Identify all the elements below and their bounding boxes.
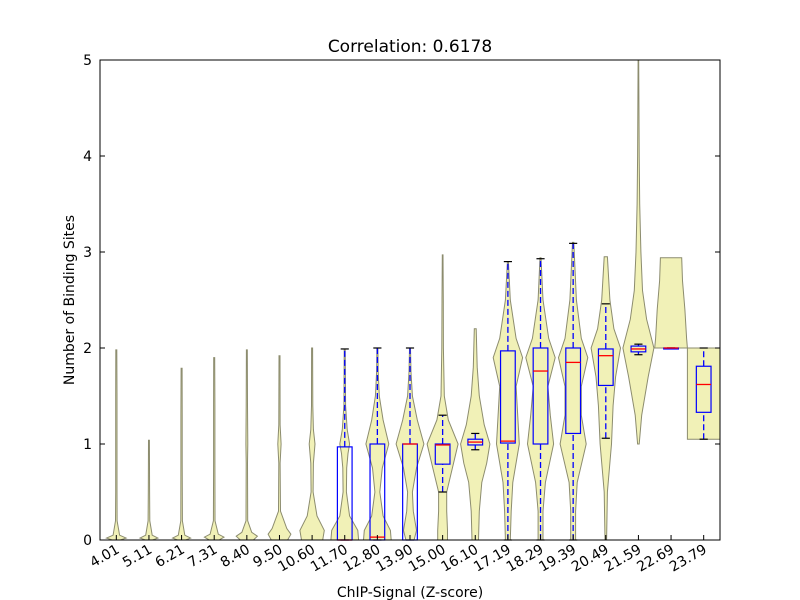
violin-10.60 — [299, 347, 325, 541]
x-tick-label: 23.79 — [667, 542, 710, 576]
boxplot-23.79 — [695, 347, 712, 440]
boxplot-16.10 — [467, 432, 484, 451]
boxplot-22.69 — [663, 347, 679, 350]
x-tick-label: 6.21 — [153, 542, 188, 571]
x-tick-label: 8.40 — [218, 542, 253, 571]
x-axis-ticks: 4.015.116.217.318.409.5010.6011.7012.801… — [87, 535, 710, 576]
violin-7.31 — [203, 357, 226, 541]
boxplot-15.00 — [434, 414, 451, 493]
y-axis-label: Number of Binding Sites — [62, 215, 78, 385]
boxplot-17.19 — [499, 261, 516, 541]
x-tick-label: 5.11 — [120, 542, 155, 571]
y-tick-label: 2 — [83, 341, 92, 357]
box — [434, 443, 451, 465]
violin-5.11 — [138, 439, 160, 541]
violin-8.40 — [235, 349, 259, 541]
violin-9.50 — [267, 355, 292, 541]
x-tick-label: 4.01 — [87, 542, 122, 571]
boxplots-layer — [336, 242, 712, 541]
x-axis-label: ChIP-Signal (Z-score) — [337, 585, 483, 600]
y-tick-label: 4 — [83, 149, 92, 165]
box — [565, 347, 582, 435]
y-tick-label: 0 — [83, 533, 92, 549]
violin-18.29 — [525, 257, 556, 541]
violin-21.59 — [622, 59, 655, 445]
violin-19.39 — [557, 241, 589, 541]
chart-title: Correlation: 0.6178 — [328, 37, 492, 57]
boxplot-20.49 — [597, 303, 614, 439]
y-tick-label: 1 — [83, 437, 92, 453]
violins-layer — [105, 59, 721, 541]
violin-4.01 — [105, 349, 128, 541]
violin-15.00 — [426, 254, 459, 541]
violin-22.69 — [654, 257, 688, 349]
box — [499, 350, 516, 444]
violin-6.21 — [171, 367, 192, 541]
y-tick-label: 5 — [83, 53, 92, 69]
y-tick-label: 3 — [83, 245, 92, 261]
box — [597, 348, 614, 387]
x-tick-label: 7.31 — [185, 542, 220, 571]
box — [695, 365, 712, 413]
boxplot-21.59 — [630, 343, 647, 356]
box — [532, 347, 549, 445]
y-axis-ticks: 0 1 2 3 4 5 — [83, 53, 720, 549]
